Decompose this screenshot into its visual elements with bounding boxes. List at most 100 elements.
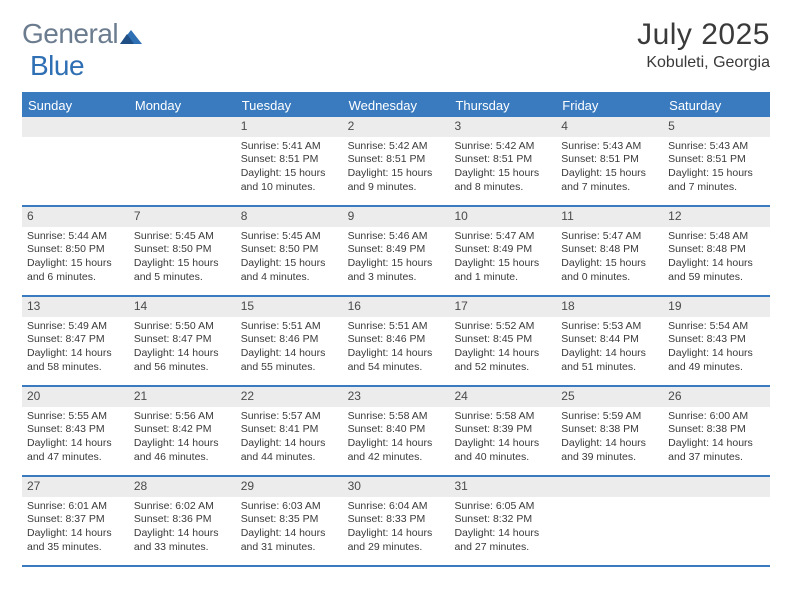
month-title: July 2025 <box>637 18 770 52</box>
day-cell: 4Sunrise: 5:43 AMSunset: 8:51 PMDaylight… <box>556 117 663 205</box>
day-cell: 3Sunrise: 5:42 AMSunset: 8:51 PMDaylight… <box>449 117 556 205</box>
day-cell: .. <box>22 117 129 205</box>
day-cell: 19Sunrise: 5:54 AMSunset: 8:43 PMDayligh… <box>663 297 770 385</box>
day-cell: 18Sunrise: 5:53 AMSunset: 8:44 PMDayligh… <box>556 297 663 385</box>
day-cell: 11 Sunrise: 5:47 AMSunset: 8:48 PMDayligh… <box>556 207 663 295</box>
sunset-line: Sunset: 8:43 PM <box>27 423 124 437</box>
day-cell: 22Sunrise: 5:57 AMSunset: 8:41 PMDayligh… <box>236 387 343 475</box>
sunset-line: Sunset: 8:50 PM <box>27 243 124 257</box>
day-cell: 17Sunrise: 5:52 AMSunset: 8:45 PMDayligh… <box>449 297 556 385</box>
day-content: Sunrise: 6:01 AMSunset: 8:37 PMDaylight:… <box>22 497 129 561</box>
daylight-line: Daylight: 14 hours and 52 minutes. <box>454 347 551 374</box>
day-number: 5 <box>663 117 770 137</box>
sunset-line: Sunset: 8:50 PM <box>134 243 231 257</box>
daylight-line: Daylight: 15 hours and 3 minutes. <box>348 257 445 284</box>
daylight-line: Daylight: 14 hours and 27 minutes. <box>454 527 551 554</box>
sunrise-line: Sunrise: 6:05 AM <box>454 500 551 514</box>
day-number: 23 <box>343 387 450 407</box>
sunset-line: Sunset: 8:35 PM <box>241 513 338 527</box>
day-number: 22 <box>236 387 343 407</box>
day-number: 26 <box>663 387 770 407</box>
day-number: 12 <box>663 207 770 227</box>
day-number: 10 <box>449 207 556 227</box>
day-content: Sunrise: 5:56 AMSunset: 8:42 PMDaylight:… <box>129 407 236 471</box>
sunset-line: Sunset: 8:45 PM <box>454 333 551 347</box>
sunrise-line: Sunrise: 5:58 AM <box>454 410 551 424</box>
daylight-line: Daylight: 15 hours and 6 minutes. <box>27 257 124 284</box>
daylight-line: Daylight: 15 hours and 7 minutes. <box>561 167 658 194</box>
day-number: 8 <box>236 207 343 227</box>
sunrise-line: Sunrise: 5:50 AM <box>134 320 231 334</box>
day-number: . <box>22 117 129 137</box>
sunrise-line: Sunrise: 5:51 AM <box>241 320 338 334</box>
day-cell: 31Sunrise: 6:05 AMSunset: 8:32 PMDayligh… <box>449 477 556 565</box>
day-content: Sunrise: 6:00 AMSunset: 8:38 PMDaylight:… <box>663 407 770 471</box>
daylight-line: Daylight: 14 hours and 58 minutes. <box>27 347 124 374</box>
day-content: Sunrise: 5:57 AMSunset: 8:41 PMDaylight:… <box>236 407 343 471</box>
dow-saturday: Saturday <box>663 94 770 117</box>
day-cell: 27Sunrise: 6:01 AMSunset: 8:37 PMDayligh… <box>22 477 129 565</box>
dow-sunday: Sunday <box>22 94 129 117</box>
sunrise-line: Sunrise: 6:01 AM <box>27 500 124 514</box>
sunrise-line: Sunrise: 5:53 AM <box>561 320 658 334</box>
day-cell: 10Sunrise: 5:47 AMSunset: 8:49 PMDayligh… <box>449 207 556 295</box>
daylight-line: Daylight: 14 hours and 29 minutes. <box>348 527 445 554</box>
sunset-line: Sunset: 8:46 PM <box>241 333 338 347</box>
sunrise-line: Sunrise: 5:47 AM <box>561 230 658 244</box>
day-cell: 14Sunrise: 5:50 AMSunset: 8:47 PMDayligh… <box>129 297 236 385</box>
daylight-line: Daylight: 14 hours and 35 minutes. <box>27 527 124 554</box>
weeks-container: ....1Sunrise: 5:41 AMSunset: 8:51 PMDayl… <box>22 117 770 565</box>
day-content: Sunrise: 6:05 AMSunset: 8:32 PMDaylight:… <box>449 497 556 561</box>
sunset-line: Sunset: 8:47 PM <box>27 333 124 347</box>
day-content: Sunrise: 5:51 AMSunset: 8:46 PMDaylight:… <box>343 317 450 381</box>
day-number: 11 <box>556 207 663 227</box>
daylight-line: Daylight: 14 hours and 40 minutes. <box>454 437 551 464</box>
day-number: 9 <box>343 207 450 227</box>
day-cell: 12Sunrise: 5:48 AMSunset: 8:48 PMDayligh… <box>663 207 770 295</box>
sunset-line: Sunset: 8:51 PM <box>561 153 658 167</box>
sunset-line: Sunset: 8:51 PM <box>348 153 445 167</box>
day-number: 28 <box>129 477 236 497</box>
day-cell: 8Sunrise: 5:45 AMSunset: 8:50 PMDaylight… <box>236 207 343 295</box>
day-content: Sunrise: 5:52 AMSunset: 8:45 PMDaylight:… <box>449 317 556 381</box>
day-cell: 23Sunrise: 5:58 AMSunset: 8:40 PMDayligh… <box>343 387 450 475</box>
daylight-line: Daylight: 14 hours and 37 minutes. <box>668 437 765 464</box>
sunrise-line: Sunrise: 5:48 AM <box>668 230 765 244</box>
sunset-line: Sunset: 8:37 PM <box>27 513 124 527</box>
daylight-line: Daylight: 14 hours and 44 minutes. <box>241 437 338 464</box>
day-number: 20 <box>22 387 129 407</box>
sunset-line: Sunset: 8:40 PM <box>348 423 445 437</box>
sunset-line: Sunset: 8:39 PM <box>454 423 551 437</box>
day-content: Sunrise: 5:49 AMSunset: 8:47 PMDaylight:… <box>22 317 129 381</box>
sunrise-line: Sunrise: 5:49 AM <box>27 320 124 334</box>
day-number: 18 <box>556 297 663 317</box>
sunset-line: Sunset: 8:48 PM <box>561 243 658 257</box>
sunrise-line: Sunrise: 5:44 AM <box>27 230 124 244</box>
day-content: Sunrise: 5:45 AMSunset: 8:50 PMDaylight:… <box>129 227 236 291</box>
day-content: Sunrise: 5:43 AMSunset: 8:51 PMDaylight:… <box>556 137 663 201</box>
day-cell: 13Sunrise: 5:49 AMSunset: 8:47 PMDayligh… <box>22 297 129 385</box>
sunrise-line: Sunrise: 5:45 AM <box>134 230 231 244</box>
sunrise-line: Sunrise: 5:57 AM <box>241 410 338 424</box>
day-content: Sunrise: 5:53 AMSunset: 8:44 PMDaylight:… <box>556 317 663 381</box>
sunset-line: Sunset: 8:50 PM <box>241 243 338 257</box>
dow-tuesday: Tuesday <box>236 94 343 117</box>
location: Kobuleti, Georgia <box>637 54 770 72</box>
sunset-line: Sunset: 8:32 PM <box>454 513 551 527</box>
daylight-line: Daylight: 15 hours and 10 minutes. <box>241 167 338 194</box>
sunrise-line: Sunrise: 5:52 AM <box>454 320 551 334</box>
daylight-line: Daylight: 14 hours and 59 minutes. <box>668 257 765 284</box>
day-cell: 16Sunrise: 5:51 AMSunset: 8:46 PMDayligh… <box>343 297 450 385</box>
daylight-line: Daylight: 14 hours and 55 minutes. <box>241 347 338 374</box>
daylight-line: Daylight: 14 hours and 42 minutes. <box>348 437 445 464</box>
daylight-line: Daylight: 15 hours and 0 minutes. <box>561 257 658 284</box>
day-number: 15 <box>236 297 343 317</box>
day-content: Sunrise: 5:55 AMSunset: 8:43 PMDaylight:… <box>22 407 129 471</box>
logo-text-2: Blue <box>30 50 84 81</box>
day-content: Sunrise: 5:58 AMSunset: 8:39 PMDaylight:… <box>449 407 556 471</box>
day-content: Sunrise: 6:04 AMSunset: 8:33 PMDaylight:… <box>343 497 450 561</box>
sunrise-line: Sunrise: 6:02 AM <box>134 500 231 514</box>
sunset-line: Sunset: 8:36 PM <box>134 513 231 527</box>
day-cell: 21Sunrise: 5:56 AMSunset: 8:42 PMDayligh… <box>129 387 236 475</box>
daylight-line: Daylight: 15 hours and 1 minute. <box>454 257 551 284</box>
